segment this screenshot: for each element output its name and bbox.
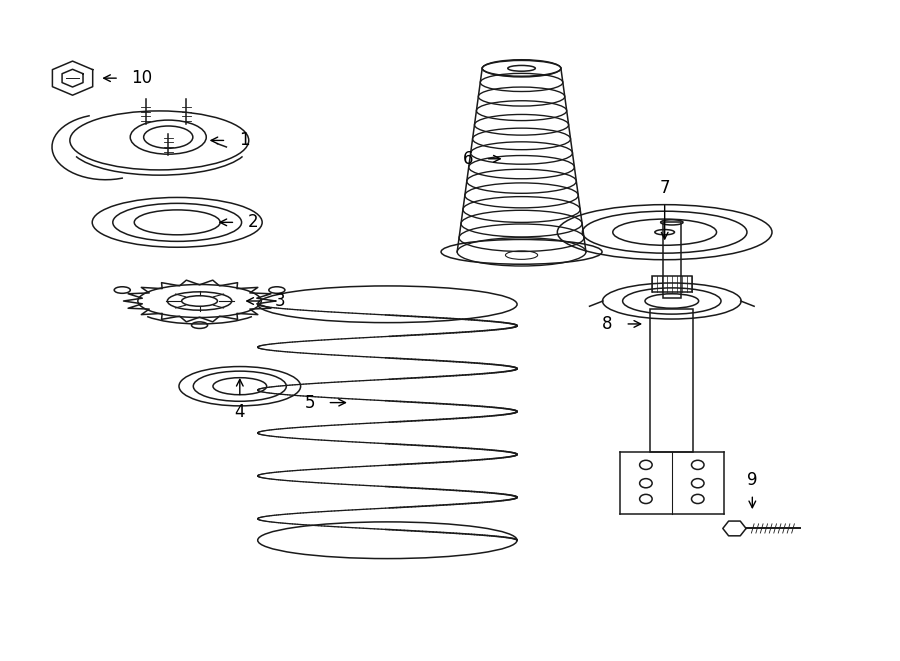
Text: 2: 2 bbox=[248, 214, 258, 231]
Text: 5: 5 bbox=[304, 393, 315, 412]
Text: 6: 6 bbox=[463, 150, 473, 168]
Text: 3: 3 bbox=[274, 292, 285, 310]
Text: 1: 1 bbox=[238, 132, 249, 149]
Text: 4: 4 bbox=[235, 403, 245, 421]
Text: 7: 7 bbox=[660, 179, 670, 197]
Text: 8: 8 bbox=[602, 315, 613, 333]
Text: 10: 10 bbox=[131, 69, 153, 87]
Text: 9: 9 bbox=[747, 471, 758, 489]
